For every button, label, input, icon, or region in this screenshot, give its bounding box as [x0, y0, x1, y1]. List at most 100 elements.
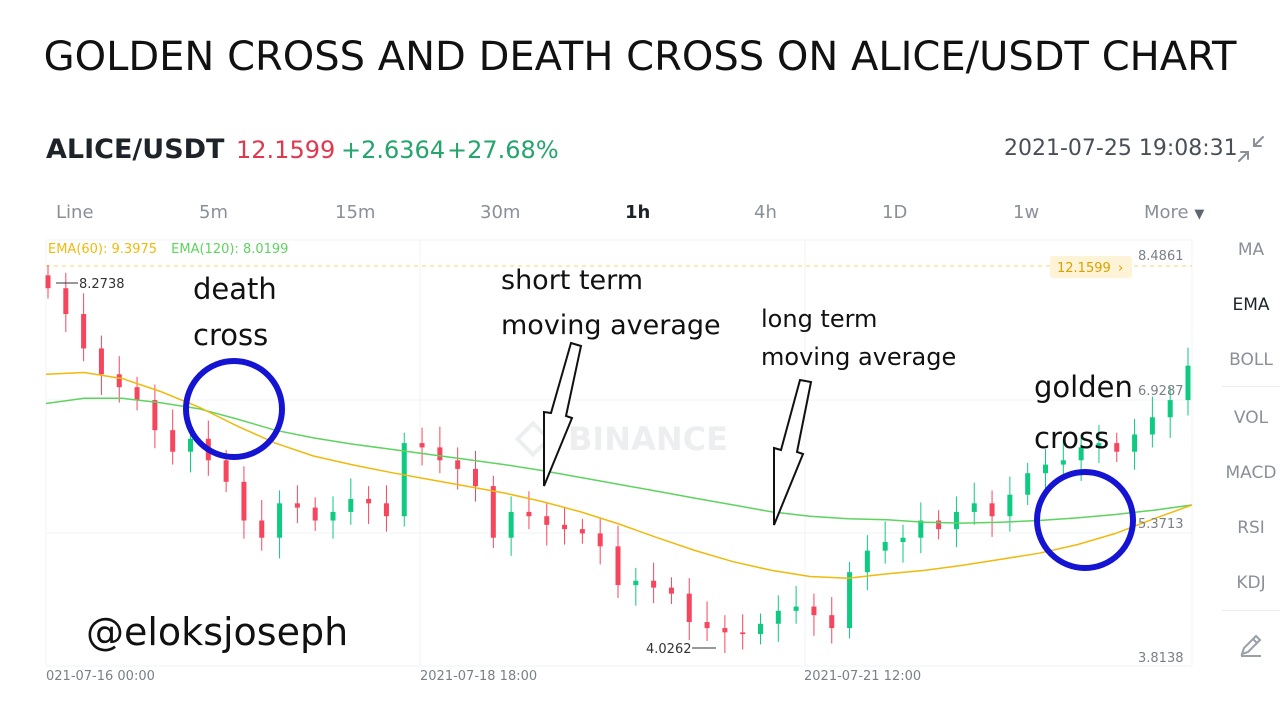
x-tick-label: 2021-07-18 18:00 [420, 669, 537, 684]
candle-body [989, 503, 995, 517]
candle-body [134, 387, 140, 401]
long-term-arrow [773, 378, 813, 526]
candle-body [348, 499, 354, 512]
annotation-line: cross [1034, 421, 1110, 455]
tab-1h[interactable]: 1h [625, 202, 651, 223]
candle-body [651, 580, 657, 588]
pencil-icon[interactable] [1238, 632, 1264, 658]
candle-body [793, 606, 799, 611]
candle-body [722, 628, 728, 633]
price-change: +2.6364 [341, 136, 446, 164]
ema-legend: EMA(60): 9.3975 EMA(120): 8.0199 [48, 242, 288, 257]
candle-body [1060, 460, 1066, 465]
timestamp: 2021-07-25 19:08:31 [1004, 136, 1238, 161]
short-term-annotation: short term moving average [501, 258, 721, 348]
annotation-line: long term [761, 305, 878, 333]
low-label: 4.0262 [646, 642, 692, 657]
tab-more-label: More [1144, 202, 1189, 223]
candle-body [81, 314, 87, 349]
annotation-line: moving average [761, 343, 957, 371]
annotation-line: golden [1034, 370, 1133, 404]
y-axis: 8.4861 6.9287 5.3713 3.8138 [1138, 249, 1184, 666]
candle-body [473, 468, 478, 487]
indicator-ema[interactable]: EMA [1232, 295, 1270, 315]
candle-body [1149, 417, 1155, 435]
indicator-kdj[interactable]: KDJ [1236, 573, 1266, 593]
death-cross-circle [183, 358, 285, 460]
candle-body [633, 580, 639, 586]
last-price: 12.1599 [236, 136, 336, 164]
candle-body [170, 430, 176, 452]
candle-body [615, 546, 621, 586]
long-term-annotation: long term moving average [761, 300, 956, 376]
candle-body [1007, 494, 1013, 517]
candle-body [294, 503, 300, 508]
candle-body [918, 520, 924, 538]
golden-cross-annotation: golden cross [1034, 362, 1133, 464]
tab-5m[interactable]: 5m [199, 202, 228, 223]
candle-body [259, 520, 265, 538]
candle-body [1096, 443, 1102, 448]
candle-body [1185, 365, 1191, 401]
candle-body [847, 572, 853, 629]
candle-body [383, 503, 389, 517]
divider [1222, 610, 1280, 611]
candle-body [882, 542, 888, 551]
candle-body [1025, 473, 1031, 495]
candle-body [1132, 434, 1138, 452]
indicator-rsi[interactable]: RSI [1237, 518, 1265, 538]
candle-body [971, 503, 977, 512]
candle-body [668, 587, 674, 594]
indicator-ma[interactable]: MA [1237, 240, 1265, 260]
candle-body [223, 460, 229, 482]
caret-down-icon: ▼ [1194, 207, 1205, 222]
y-tick-label: 3.8138 [1138, 651, 1184, 666]
candle-body [1114, 443, 1120, 452]
divider [1222, 386, 1280, 387]
tab-line[interactable]: Line [56, 202, 94, 223]
candle-body [900, 537, 906, 543]
tab-1w[interactable]: 1w [1013, 202, 1040, 223]
candle-body [829, 615, 835, 629]
indicator-vol[interactable]: VOL [1233, 408, 1269, 428]
candle-body [1167, 400, 1173, 418]
tab-1d[interactable]: 1D [882, 202, 908, 223]
candle-body [526, 511, 532, 517]
indicator-boll[interactable]: BOLL [1229, 350, 1273, 370]
candle-body [366, 499, 372, 504]
annotation-line: death [193, 272, 277, 306]
candle-body [508, 511, 514, 538]
last-price-tag-label: 12.1599 [1057, 261, 1111, 276]
candle-body [437, 447, 443, 461]
annotation-line: cross [193, 318, 269, 352]
pair-name: ALICE/USDT [46, 134, 225, 165]
candle-body [401, 443, 407, 517]
low-marker: 4.0262 [646, 642, 716, 657]
tab-more[interactable]: More ▼ [1144, 202, 1204, 223]
candle-body [188, 438, 193, 452]
tab-4h[interactable]: 4h [754, 202, 777, 223]
page-title: GOLDEN CROSS AND DEATH CROSS ON ALICE/US… [43, 34, 1237, 80]
annotation-line: short term [501, 265, 644, 296]
candle-body [686, 593, 692, 623]
candle-body [455, 460, 461, 469]
indicator-macd[interactable]: MACD [1225, 463, 1277, 483]
candle-body [330, 511, 336, 521]
x-tick-label: 021-07-16 00:00 [46, 669, 155, 684]
candle-body [562, 524, 568, 530]
candle-body [63, 288, 69, 315]
x-tick-label: 2021-07-21 12:00 [804, 669, 921, 684]
candle-body [579, 529, 585, 534]
candle-body [740, 632, 746, 635]
collapse-arrows-icon[interactable] [1237, 135, 1265, 163]
tab-30m[interactable]: 30m [480, 202, 521, 223]
candle-body [864, 550, 870, 573]
price-change-percent: +27.68% [447, 136, 559, 164]
candle-body [116, 374, 122, 388]
tab-15m[interactable]: 15m [335, 202, 376, 223]
candle-body [490, 486, 496, 538]
ema60-line [45, 371, 1193, 579]
annotation-line: moving average [501, 310, 721, 341]
candlestick-chart[interactable]: BINANCE 8.4861 6.9287 5.3713 3.8138 12.1… [0, 230, 1222, 690]
death-cross-annotation: death cross [193, 266, 277, 358]
